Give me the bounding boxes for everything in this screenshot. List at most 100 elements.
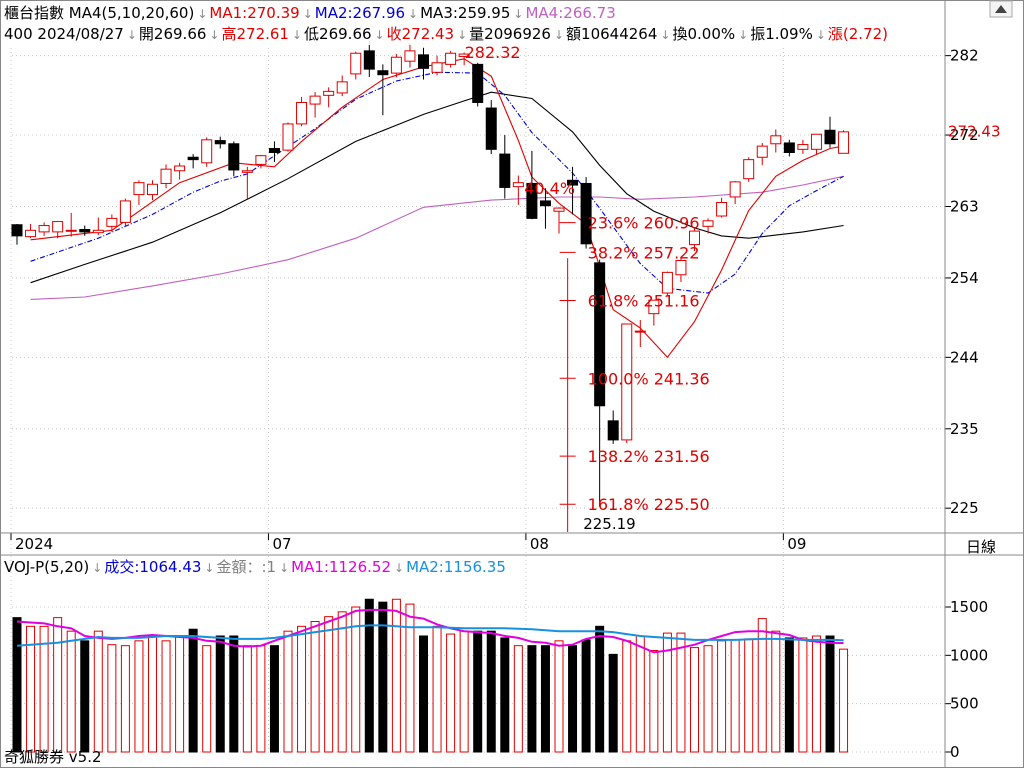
candle-body[interactable]: [729, 181, 741, 198]
candle-body[interactable]: [255, 155, 267, 165]
volume-bar[interactable]: [120, 645, 130, 753]
candle-body[interactable]: [377, 70, 389, 76]
price-panel[interactable]: 225 235 244 254 263 272 282 2024 07 08 09 40.4% 23.6…: [10, 8, 1001, 752]
volume-bar[interactable]: [622, 640, 632, 753]
volume-bar[interactable]: [798, 637, 808, 753]
volume-bar[interactable]: [771, 630, 781, 753]
volume-bar[interactable]: [649, 650, 659, 753]
candle-body[interactable]: [702, 220, 714, 227]
candle-body[interactable]: [553, 207, 565, 212]
candle-body[interactable]: [228, 143, 240, 171]
candle-body[interactable]: [689, 230, 700, 246]
volume-bar[interactable]: [242, 645, 252, 753]
candle-body[interactable]: [716, 202, 728, 217]
candle-body[interactable]: [770, 135, 782, 145]
volume-bar[interactable]: [283, 630, 293, 753]
volume-bar[interactable]: [310, 621, 320, 753]
candle-body[interactable]: [241, 170, 253, 173]
volume-bar[interactable]: [839, 648, 849, 753]
volume-bar[interactable]: [175, 635, 185, 753]
candle-body[interactable]: [11, 224, 23, 237]
volume-bar[interactable]: [581, 639, 591, 753]
candle-body[interactable]: [38, 225, 50, 233]
candle-body[interactable]: [160, 168, 172, 184]
candle-body[interactable]: [445, 52, 457, 65]
volume-bar[interactable]: [93, 630, 103, 753]
volume-bar[interactable]: [148, 635, 157, 753]
candle-body[interactable]: [431, 62, 443, 73]
candle-body[interactable]: [106, 217, 118, 227]
candle-body[interactable]: [79, 229, 91, 233]
candle-body[interactable]: [390, 56, 402, 74]
volume-bar[interactable]: [825, 635, 835, 753]
candle-body[interactable]: [580, 182, 592, 245]
volume-bar[interactable]: [432, 625, 442, 753]
volume-bar[interactable]: [662, 632, 672, 753]
volume-bar[interactable]: [419, 635, 428, 753]
volume-panel[interactable]: 0 500 1000 1500: [12, 598, 988, 761]
volume-bar[interactable]: [297, 625, 307, 753]
volume-bar[interactable]: [635, 635, 645, 753]
candle-body[interactable]: [418, 54, 429, 69]
volume-bar[interactable]: [324, 616, 334, 753]
volume-bar[interactable]: [744, 638, 754, 753]
candle-body[interactable]: [201, 139, 213, 164]
candle-body[interactable]: [567, 179, 579, 186]
candle-body[interactable]: [296, 101, 308, 125]
candle-body[interactable]: [174, 165, 186, 172]
candle-body[interactable]: [119, 200, 131, 223]
candle-body[interactable]: [214, 140, 226, 145]
volume-bar[interactable]: [757, 618, 767, 753]
volume-bar[interactable]: [53, 617, 63, 753]
candle-body[interactable]: [25, 229, 37, 238]
volume-bar[interactable]: [364, 598, 374, 753]
volume-bar[interactable]: [459, 630, 469, 753]
volume-bar[interactable]: [554, 640, 564, 753]
candle-body[interactable]: [838, 131, 850, 154]
candle-body[interactable]: [65, 229, 77, 232]
volume-bar[interactable]: [717, 640, 727, 753]
candle-body[interactable]: [485, 107, 497, 150]
volume-bar[interactable]: [595, 625, 605, 753]
candle-body[interactable]: [404, 50, 416, 62]
volume-bar[interactable]: [568, 645, 578, 753]
candle-body[interactable]: [621, 323, 633, 441]
candle-body[interactable]: [648, 299, 660, 315]
candle-body[interactable]: [472, 63, 484, 103]
volume-bar[interactable]: [188, 628, 198, 753]
volume-bar[interactable]: [811, 635, 821, 753]
volume-bar[interactable]: [473, 630, 483, 753]
volume-bar[interactable]: [80, 640, 90, 753]
candle-body[interactable]: [607, 420, 619, 441]
candle-body[interactable]: [512, 182, 524, 188]
candle-body[interactable]: [458, 53, 470, 57]
volume-bar[interactable]: [134, 640, 144, 753]
volume-bar[interactable]: [229, 635, 239, 753]
volume-bar[interactable]: [161, 640, 171, 753]
volume-bar[interactable]: [676, 632, 686, 753]
candle-body[interactable]: [594, 262, 606, 407]
candle-body[interactable]: [797, 144, 809, 150]
candle-body[interactable]: [539, 200, 551, 207]
volume-bar[interactable]: [690, 647, 699, 753]
volume-bar[interactable]: [107, 644, 117, 753]
volume-bar[interactable]: [269, 645, 279, 753]
volume-bar[interactable]: [378, 601, 388, 753]
candle-body[interactable]: [323, 90, 335, 96]
volume-bar[interactable]: [446, 633, 456, 753]
candle-body[interactable]: [824, 129, 836, 145]
candle-body[interactable]: [634, 330, 646, 333]
volume-bar[interactable]: [500, 637, 510, 753]
candle-body[interactable]: [756, 145, 768, 158]
up-arrow-icon[interactable]: [995, 5, 1007, 13]
candle-body[interactable]: [92, 229, 104, 234]
candle-body[interactable]: [810, 133, 822, 150]
volume-bar[interactable]: [337, 611, 347, 753]
candle-body[interactable]: [336, 81, 348, 94]
volume-bar[interactable]: [351, 606, 361, 753]
candle-body[interactable]: [675, 259, 687, 276]
volume-bar[interactable]: [730, 639, 740, 753]
candle-body[interactable]: [282, 123, 294, 151]
candle-body[interactable]: [526, 182, 538, 219]
candle-body[interactable]: [309, 95, 321, 105]
